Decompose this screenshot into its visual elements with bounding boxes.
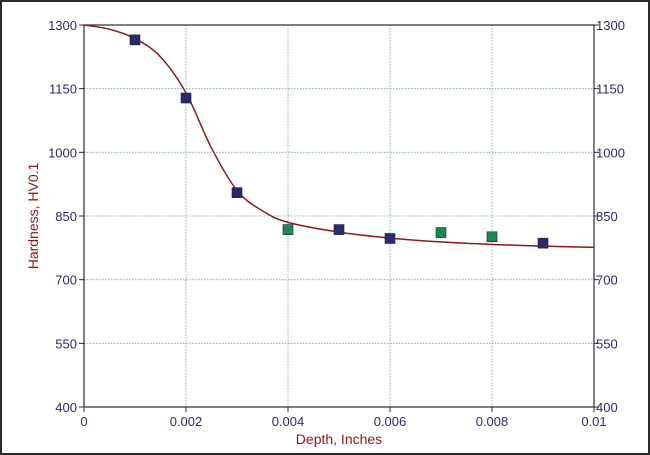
data-point-marker xyxy=(129,34,141,46)
x-tick-label: 0.006 xyxy=(374,414,407,429)
fit-curve xyxy=(83,24,595,249)
x-tick-label: 0.004 xyxy=(272,414,305,429)
data-point-marker xyxy=(537,237,549,249)
left-tick-label: 700 xyxy=(55,273,77,288)
data-point-marker xyxy=(180,92,192,104)
left-tick-label: 850 xyxy=(55,209,77,224)
right-tick-label: 700 xyxy=(596,273,618,288)
right-tick-label: 550 xyxy=(596,336,618,351)
left-axis: 400 550 700 850 1000 1150 1300 xyxy=(48,18,84,415)
right-tick-label: 1300 xyxy=(596,18,625,33)
data-markers xyxy=(129,34,549,249)
left-tick-label: 1300 xyxy=(48,18,77,33)
x-axis: 0 0.002 0.004 0.006 0.008 0.01 xyxy=(80,407,607,429)
right-tick-label: 1000 xyxy=(596,145,625,160)
right-axis: 400 550 700 850 1000 1150 1300 xyxy=(594,18,625,415)
right-tick-label: 1150 xyxy=(596,82,624,97)
data-point-marker xyxy=(486,231,498,243)
left-tick-label: 1150 xyxy=(49,82,77,97)
x-tick-label: 0 xyxy=(80,414,87,429)
right-tick-label: 850 xyxy=(596,209,618,224)
left-tick-label: 400 xyxy=(55,400,77,415)
right-tick-label: 400 xyxy=(596,400,618,415)
data-point-marker xyxy=(384,233,396,244)
data-point-marker xyxy=(333,224,345,235)
x-tick-label: 0.01 xyxy=(581,414,606,429)
data-point-marker xyxy=(231,187,243,198)
x-axis-title: Depth, Inches xyxy=(296,431,382,447)
x-tick-label: 0.002 xyxy=(170,414,203,429)
x-tick-label: 0.008 xyxy=(476,414,509,429)
data-point-marker xyxy=(435,227,447,238)
y-axis-title: Hardness, HV0.1 xyxy=(25,162,41,269)
left-tick-label: 550 xyxy=(55,336,77,351)
left-tick-label: 1000 xyxy=(48,145,77,160)
data-point-marker xyxy=(282,224,294,235)
grid-lines xyxy=(84,25,594,407)
